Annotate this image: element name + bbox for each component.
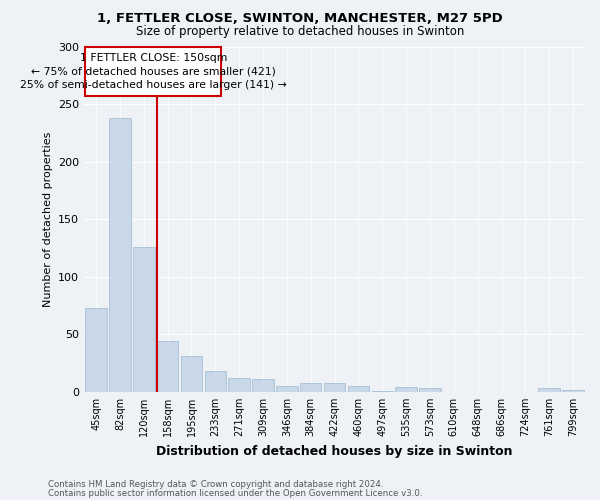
- Text: 1, FETTLER CLOSE, SWINTON, MANCHESTER, M27 5PD: 1, FETTLER CLOSE, SWINTON, MANCHESTER, M…: [97, 12, 503, 26]
- Text: Size of property relative to detached houses in Swinton: Size of property relative to detached ho…: [136, 25, 464, 38]
- Text: 1 FETTLER CLOSE: 150sqm: 1 FETTLER CLOSE: 150sqm: [80, 52, 227, 62]
- Text: Contains HM Land Registry data © Crown copyright and database right 2024.: Contains HM Land Registry data © Crown c…: [48, 480, 383, 489]
- Bar: [300, 382, 322, 392]
- Bar: [562, 390, 584, 392]
- Bar: [347, 386, 369, 392]
- Bar: [85, 308, 107, 392]
- X-axis label: Distribution of detached houses by size in Swinton: Distribution of detached houses by size …: [157, 444, 513, 458]
- Bar: [371, 391, 393, 392]
- Bar: [109, 118, 131, 392]
- Bar: [181, 356, 202, 392]
- Bar: [419, 388, 441, 392]
- Bar: [252, 380, 274, 392]
- Bar: [157, 342, 178, 392]
- FancyBboxPatch shape: [85, 46, 221, 96]
- Bar: [324, 382, 346, 392]
- Text: ← 75% of detached houses are smaller (421): ← 75% of detached houses are smaller (42…: [31, 66, 276, 76]
- Text: 25% of semi-detached houses are larger (141) →: 25% of semi-detached houses are larger (…: [20, 80, 287, 90]
- Bar: [229, 378, 250, 392]
- Bar: [276, 386, 298, 392]
- Bar: [538, 388, 560, 392]
- Text: Contains public sector information licensed under the Open Government Licence v3: Contains public sector information licen…: [48, 488, 422, 498]
- Bar: [395, 388, 417, 392]
- Bar: [133, 247, 155, 392]
- Bar: [205, 371, 226, 392]
- Y-axis label: Number of detached properties: Number of detached properties: [43, 132, 53, 307]
